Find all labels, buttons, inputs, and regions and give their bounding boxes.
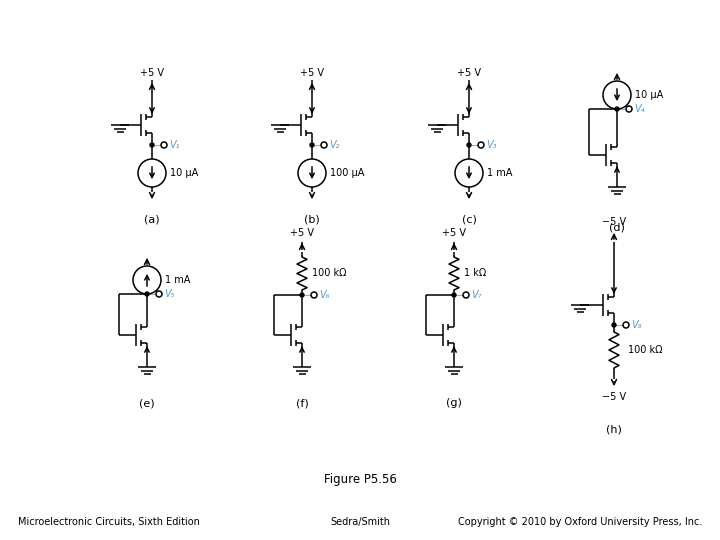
Text: +5 V: +5 V (290, 228, 314, 238)
Text: V₇: V₇ (471, 290, 482, 300)
Circle shape (310, 143, 314, 147)
Text: 100 μA: 100 μA (330, 168, 364, 178)
Text: Microelectronic Circuits, Sixth Edition: Microelectronic Circuits, Sixth Edition (18, 517, 200, 527)
Text: 10 μA: 10 μA (635, 90, 663, 100)
Text: (b): (b) (304, 214, 320, 224)
Text: (c): (c) (462, 214, 477, 224)
Text: (f): (f) (296, 398, 308, 408)
Text: (g): (g) (446, 398, 462, 408)
Text: 10 μA: 10 μA (170, 168, 198, 178)
Circle shape (612, 323, 616, 327)
Text: (d): (d) (609, 222, 625, 232)
Circle shape (300, 293, 304, 297)
Text: Figure P5.56: Figure P5.56 (323, 474, 397, 487)
Text: (e): (e) (139, 398, 155, 408)
Text: −5 V: −5 V (602, 392, 626, 402)
Text: +5 V: +5 V (457, 68, 481, 78)
Text: Copyright © 2010 by Oxford University Press, Inc.: Copyright © 2010 by Oxford University Pr… (458, 517, 702, 527)
Text: V₈: V₈ (631, 320, 642, 330)
Circle shape (467, 143, 471, 147)
Circle shape (615, 107, 619, 111)
Circle shape (150, 143, 154, 147)
Text: V₂: V₂ (329, 140, 340, 150)
Text: +5 V: +5 V (300, 68, 324, 78)
Text: (a): (a) (144, 214, 160, 224)
Text: +5 V: +5 V (442, 228, 466, 238)
Text: V₅: V₅ (164, 289, 174, 299)
Text: Sedra/Smith: Sedra/Smith (330, 517, 390, 527)
Text: V₃: V₃ (486, 140, 497, 150)
Circle shape (452, 293, 456, 297)
Text: 1 kΩ: 1 kΩ (464, 268, 486, 279)
Text: 1 mA: 1 mA (165, 275, 190, 285)
Text: −5 V: −5 V (602, 217, 626, 227)
Text: 1 mA: 1 mA (487, 168, 513, 178)
Text: 100 kΩ: 100 kΩ (312, 268, 346, 279)
Text: 100 kΩ: 100 kΩ (628, 345, 662, 355)
Text: V₄: V₄ (634, 104, 644, 114)
Text: V₆: V₆ (319, 290, 330, 300)
Text: +5 V: +5 V (140, 68, 164, 78)
Text: V₁: V₁ (169, 140, 179, 150)
Circle shape (145, 292, 149, 296)
Text: (h): (h) (606, 425, 622, 435)
